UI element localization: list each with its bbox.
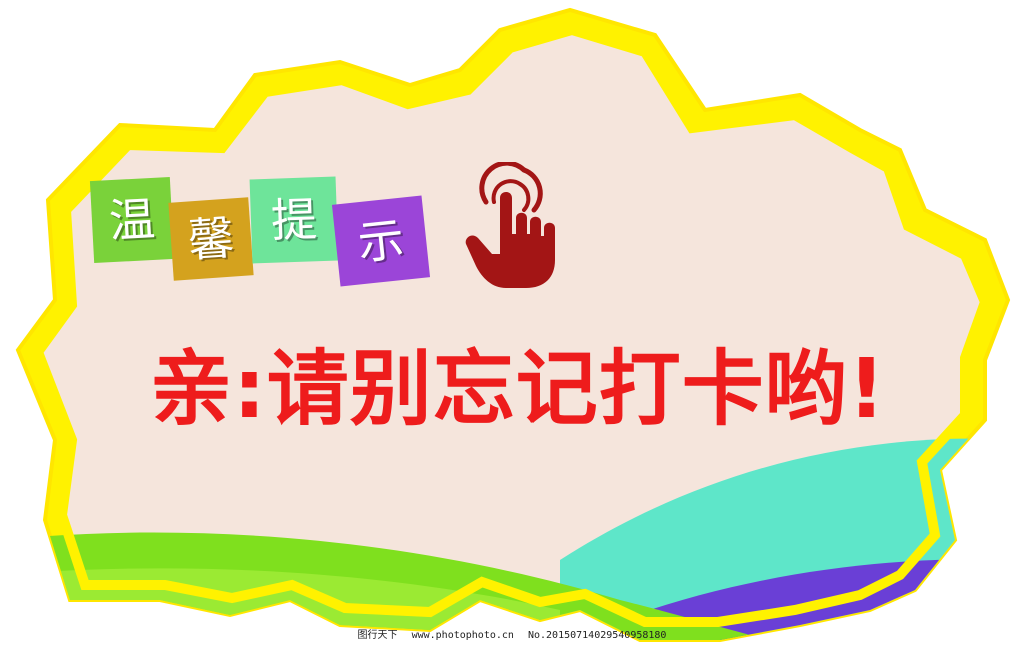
cloud-rim — [32, 24, 991, 627]
watermark-site: 图行天下 — [357, 630, 398, 641]
title-tile-4: 示 — [331, 195, 431, 287]
watermark-url: www.photophoto.cn — [411, 630, 514, 641]
watermark: 图行天下 www.photophoto.cn No.20150714029540… — [0, 626, 1024, 646]
title-tile-3: 提 — [249, 176, 339, 264]
title-tile-2: 馨 — [168, 197, 254, 281]
pointing-hand-icon — [465, 162, 555, 288]
title-tile-1: 温 — [89, 176, 175, 264]
watermark-number: No.20150714029540958180 — [527, 630, 667, 641]
reminder-message: 亲:请别忘记打卡哟! — [150, 342, 887, 437]
